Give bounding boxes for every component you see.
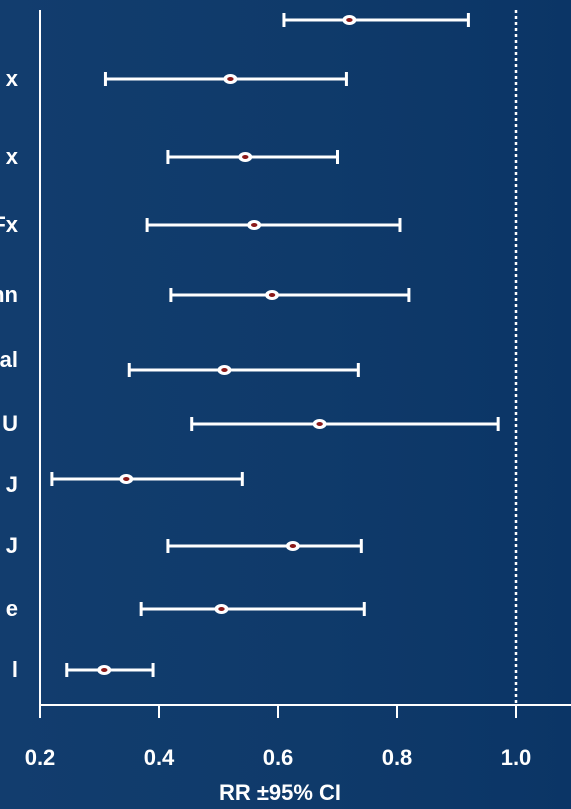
x-tick-label: 0.4 bbox=[144, 745, 175, 770]
point-estimate-center bbox=[242, 155, 249, 159]
x-tick-label: 0.6 bbox=[263, 745, 294, 770]
category-label: al bbox=[0, 347, 18, 372]
axes bbox=[39, 10, 571, 706]
x-tick-label: 0.8 bbox=[382, 745, 413, 770]
category-label: Fx bbox=[0, 212, 18, 237]
ci-row bbox=[139, 602, 366, 616]
category-label: J bbox=[5, 472, 18, 497]
ci-row bbox=[169, 288, 411, 302]
ci-row bbox=[282, 13, 470, 27]
point-estimate-center bbox=[289, 544, 297, 548]
plot-rows bbox=[50, 13, 500, 677]
point-estimate-center bbox=[123, 477, 130, 481]
point-estimate-center bbox=[221, 368, 228, 372]
ci-row bbox=[65, 663, 155, 677]
ci-row bbox=[166, 539, 363, 553]
point-estimate-center bbox=[316, 422, 323, 426]
ci-row bbox=[145, 218, 402, 232]
category-label: l bbox=[11, 657, 18, 682]
ci-row bbox=[103, 72, 348, 86]
category-label: x bbox=[5, 144, 18, 169]
point-estimate-center bbox=[227, 77, 234, 81]
ci-row bbox=[190, 417, 500, 431]
ci-row bbox=[50, 472, 244, 486]
category-label: x bbox=[5, 66, 18, 91]
category-label: e bbox=[5, 596, 18, 621]
point-estimate-center bbox=[218, 607, 225, 611]
x-tick-label: 0.2 bbox=[25, 745, 56, 770]
x-axis-title: RR ±95% CI bbox=[219, 780, 341, 805]
point-estimate-center bbox=[346, 18, 353, 22]
category-label: nn bbox=[0, 282, 18, 307]
ci-row bbox=[127, 363, 360, 377]
point-estimate-center bbox=[251, 223, 258, 227]
ci-row bbox=[166, 150, 339, 164]
category-label: J bbox=[5, 533, 18, 558]
x-ticks bbox=[39, 705, 517, 718]
x-tick-label: 1.0 bbox=[501, 745, 532, 770]
point-estimate-center bbox=[101, 668, 108, 672]
point-estimate-center bbox=[268, 293, 276, 297]
category-label: U bbox=[2, 411, 18, 436]
x-tick-labels: 0.2 0.4 0.6 0.8 1.0 bbox=[25, 745, 532, 770]
